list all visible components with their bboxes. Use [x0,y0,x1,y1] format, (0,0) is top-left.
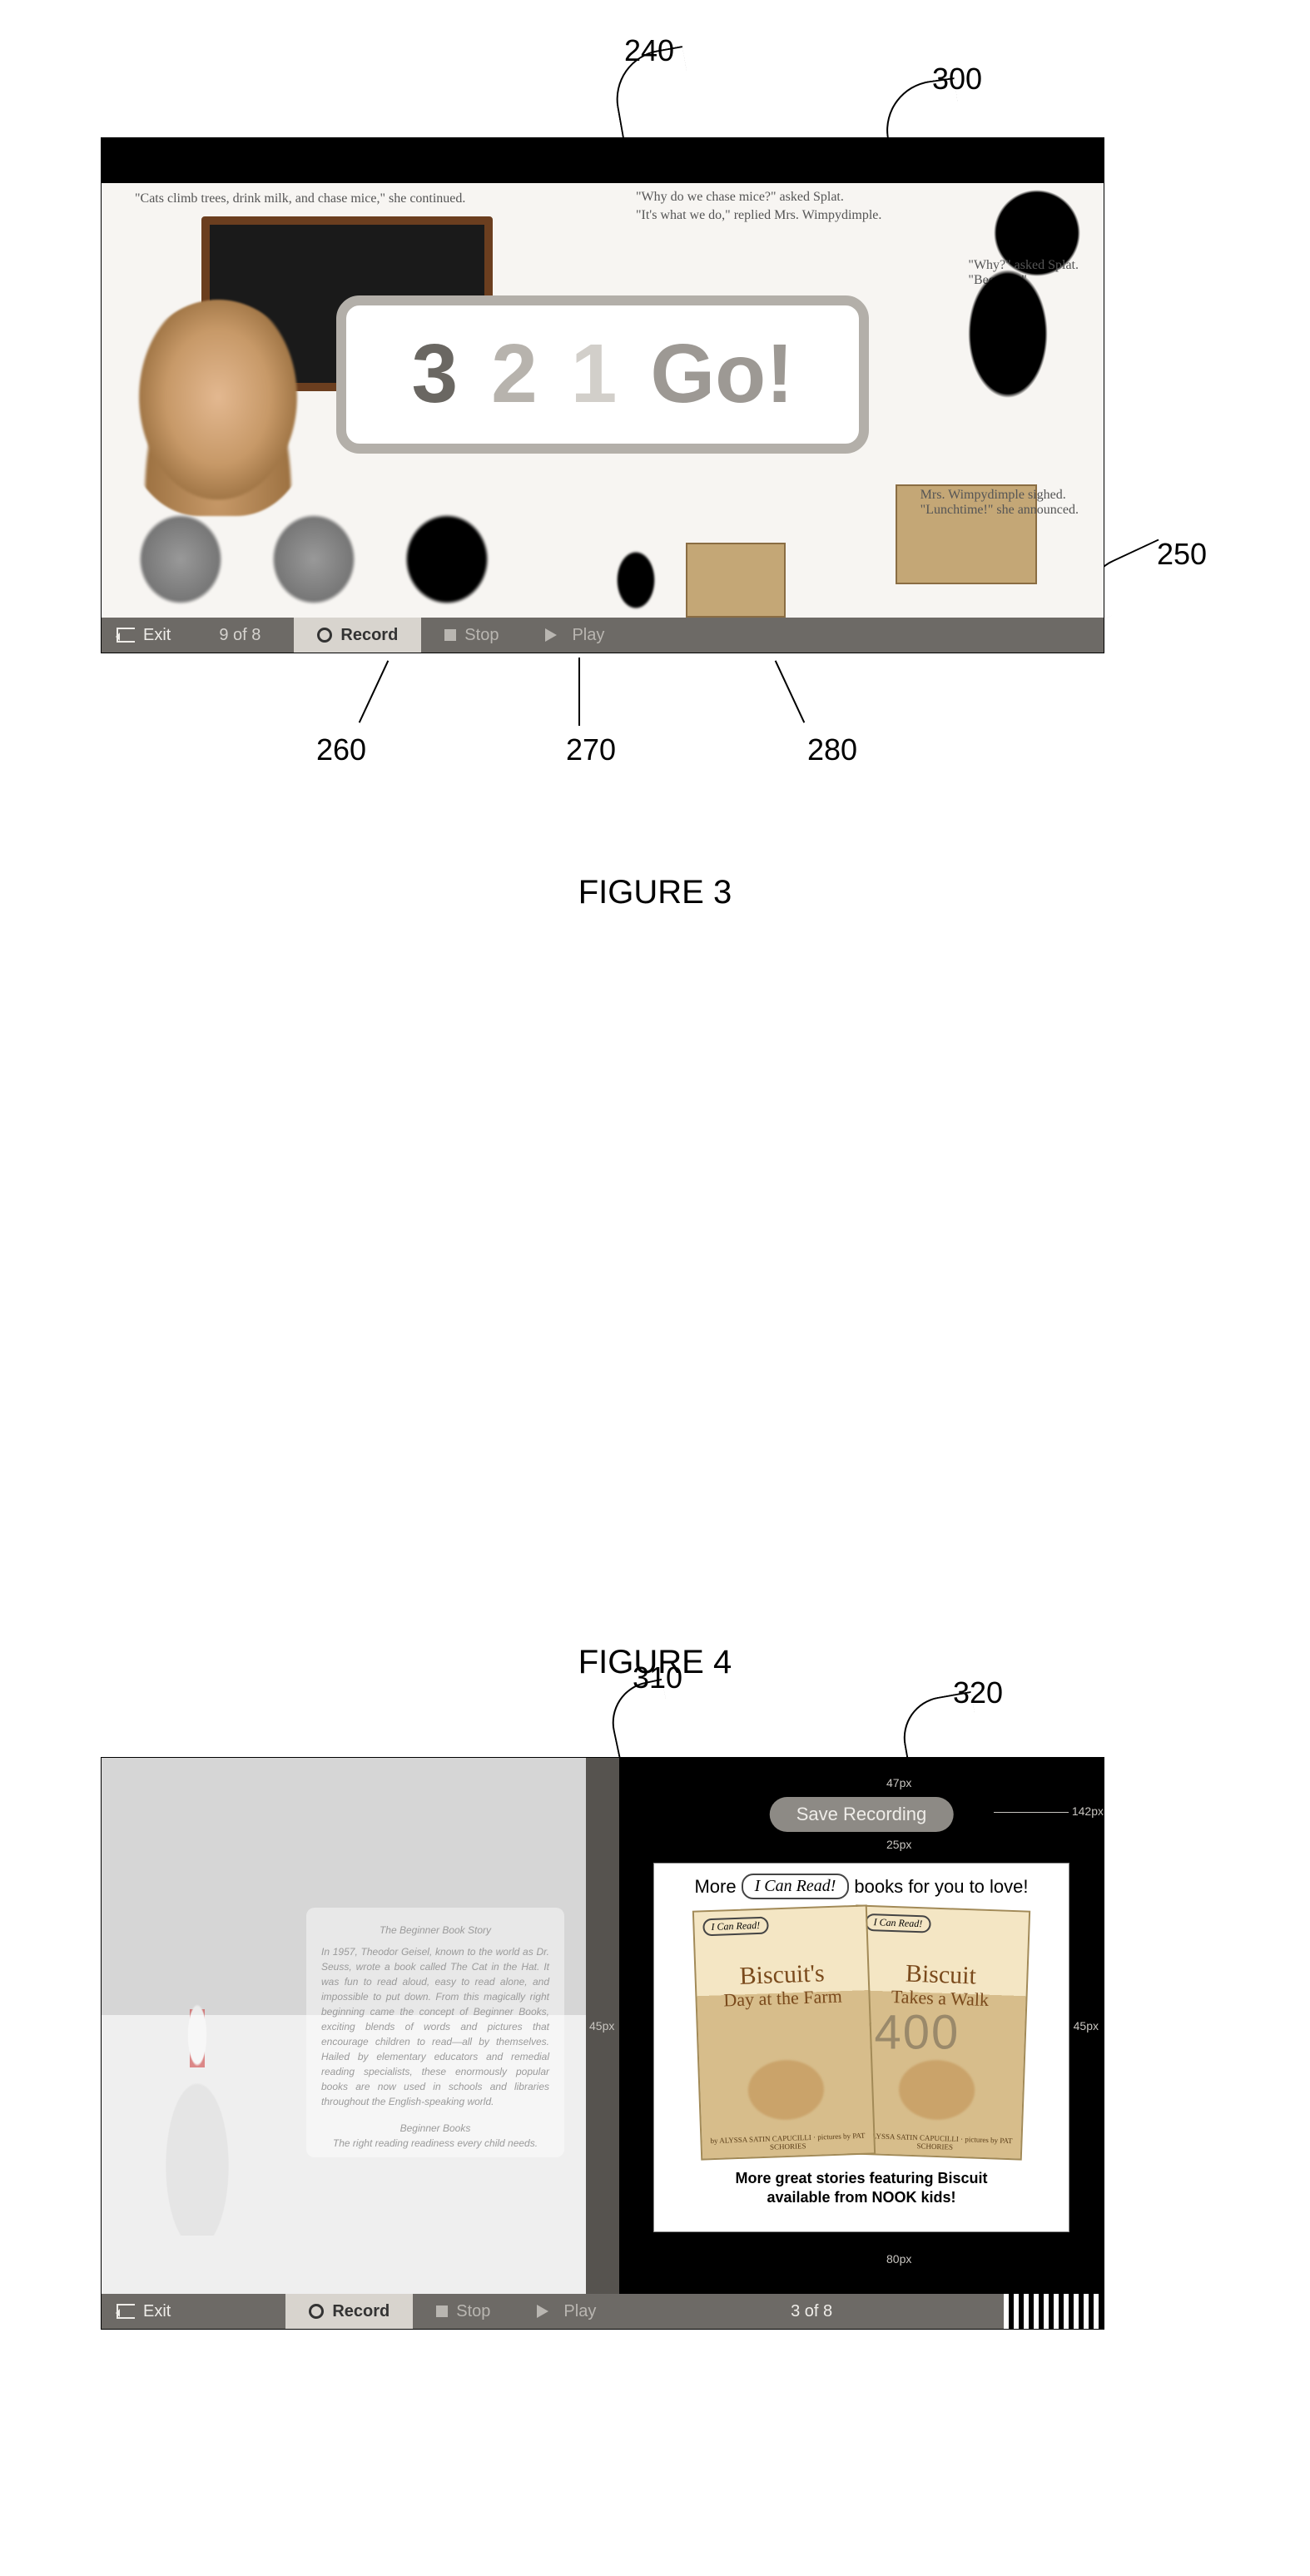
callout-280: 280 [807,732,857,767]
book-byline: by ALYSSA SATIN CAPUCILLI · pictures by … [702,2131,874,2153]
measurement-label: 45px [1074,2019,1099,2033]
toolbar-stripes-icon [1004,2294,1104,2329]
countdown-3: 3 [411,326,458,422]
stop-icon [436,2305,448,2317]
stop-label: Stop [464,626,499,645]
book-title: Biscuit Takes a Walk [854,1958,1027,2011]
kitten-illustration [260,501,368,618]
promo-card: More I Can Read! books for you to love! … [653,1863,1069,2232]
leader-line [359,660,389,722]
countdown-1: 1 [571,326,618,422]
i-can-read-banner: I Can Read! [742,1874,850,1899]
i-can-read-badge: I Can Read! [702,1917,768,1937]
figure-3-caption: FIGURE 3 [0,874,1310,911]
biscuit-dog-illustration [727,2042,846,2138]
figure-3: 240 300 250 260 270 280 "Cats climb tree… [0,17,1310,799]
callout-260: 260 [316,732,366,767]
status-bar [102,138,1104,183]
book-cover-1: I Can Read! Biscuit's Day at the Farm by… [692,1904,876,2160]
kitten-illustration [393,501,501,618]
leader-line [608,46,698,149]
record-button[interactable]: Record [294,618,421,653]
record-label: Record [340,626,398,645]
save-recording-panel: 47px Save Recording 142px 25px 45px 45px… [619,1758,1104,2294]
story-text: "Cats climb trees, drink milk, and chase… [135,191,465,206]
record-button[interactable]: Record [285,2294,413,2329]
cat-in-hat-illustration [135,2003,260,2236]
countdown-2: 2 [491,326,538,422]
desk-illustration [686,543,786,618]
measurement-label: 45px [589,2019,614,2033]
i-can-read-badge: I Can Read! [865,1913,930,1933]
stop-button[interactable]: Stop [421,618,522,653]
ereader-screenshot-2: The Beginner Book Story In 1957, Theodor… [101,1757,1104,2330]
textbox-header: The Beginner Book Story [321,1923,549,1938]
exit-label: Exit [143,626,171,645]
exit-label: Exit [143,2302,171,2321]
kitten-row-illustration [102,484,603,618]
kitten-illustration [127,501,235,618]
splat-cat-illustration [945,233,1070,416]
textbox-body: In 1957, Theodor Geisel, known to the wo… [321,1944,549,2109]
page-indicator: 3 of 8 [771,2302,852,2321]
play-label: Play [572,626,604,645]
beginner-book-textbox: The Beginner Book Story In 1957, Theodor… [306,1908,564,2157]
leader-line [578,658,580,726]
figure-4: 310 320 The Beginner Book Story In 1957,… [0,1644,1310,2559]
play-icon [545,628,563,642]
recording-toolbar: Exit Record Stop Play 3 of 8 [102,2294,1104,2329]
countdown-go: Go! [650,326,793,422]
exit-button[interactable]: Exit [102,2294,186,2329]
story-text: "It's what we do," replied Mrs. Wimpydim… [636,208,881,223]
book-title: Biscuit's Day at the Farm [696,1958,869,2011]
promo-footer: More great stories featuring Biscuit ava… [664,2169,1059,2208]
countdown-overlay: 3 2 1 Go! [336,295,869,454]
kitten-illustration [611,543,661,618]
kitten-row-illustration [603,484,1104,618]
recording-toolbar: Exit 9 of 8 Record Stop Play [102,618,1104,653]
ereader-screenshot: "Cats climb trees, drink milk, and chase… [101,137,1104,653]
story-text: "Why do we chase mice?" asked Splat. [636,190,844,205]
book-spread: "Cats climb trees, drink milk, and chase… [102,183,1104,618]
play-button[interactable]: Play [522,618,628,653]
record-label: Record [332,2302,390,2321]
exit-icon [117,2304,135,2319]
book-covers-row: I Can Read! Biscuit's Day at the Farm by… [664,1908,1059,2157]
page-indicator: 9 of 8 [186,626,294,645]
measurement-label: 142px [994,1804,1104,1818]
leader-line [775,660,805,722]
play-label: Play [563,2302,596,2321]
measurement-label: 80px [886,2252,911,2266]
exit-button[interactable]: Exit [102,618,186,653]
measurement-label: 47px [886,1776,911,1789]
callout-270: 270 [566,732,616,767]
stop-button[interactable]: Stop [413,2294,514,2329]
teacher-cat-illustration [127,300,310,516]
stop-label: Stop [456,2302,490,2321]
save-recording-button[interactable]: Save Recording [770,1797,954,1832]
textbox-footer: Beginner Books The right reading readine… [321,2121,549,2151]
save-recording-label: Save Recording [796,1804,927,1824]
stop-icon [444,629,456,641]
play-icon [537,2305,555,2318]
promo-header: More I Can Read! books for you to love! [664,1874,1059,1899]
record-icon [317,628,332,643]
exit-icon [117,628,135,643]
measurement-label: 25px [886,1838,911,1851]
play-button[interactable]: Play [514,2294,619,2329]
book-page-left-faded: The Beginner Book Story In 1957, Theodor… [102,1758,586,2294]
record-icon [309,2304,324,2319]
